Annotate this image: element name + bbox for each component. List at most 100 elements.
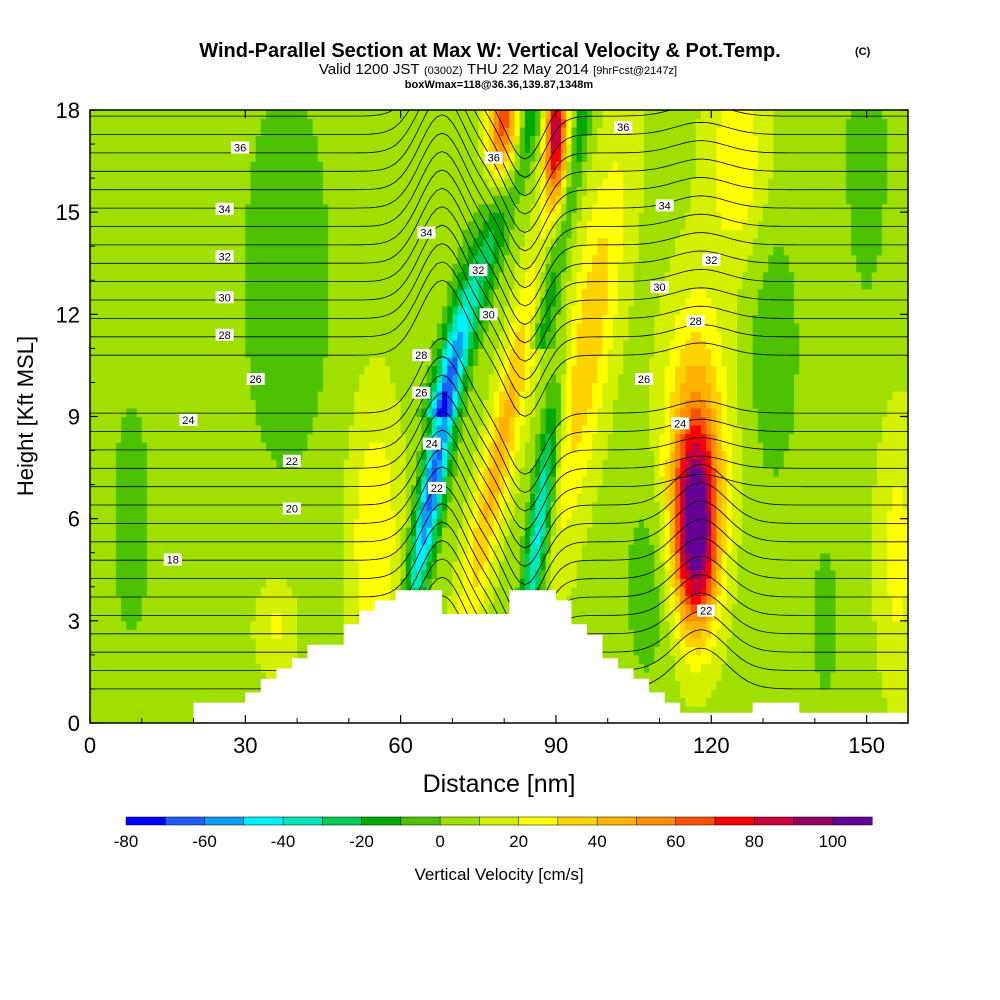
velocity-cell (255, 178, 262, 188)
velocity-cell (234, 152, 241, 162)
velocity-cell (405, 280, 412, 290)
velocity-cell (193, 237, 200, 247)
velocity-cell (121, 322, 127, 332)
velocity-cell (157, 612, 164, 622)
velocity-cell (219, 476, 226, 486)
velocity-cell (359, 586, 365, 596)
velocity-cell (359, 280, 365, 290)
velocity-cell (312, 288, 319, 298)
velocity-cell (333, 297, 340, 307)
velocity-cell (348, 356, 355, 367)
velocity-cell (276, 663, 283, 673)
velocity-cell (436, 416, 443, 426)
velocity-cell (245, 578, 252, 588)
velocity-cell (250, 561, 257, 571)
velocity-cell (348, 373, 355, 384)
velocity-cell (359, 356, 365, 367)
velocity-cell (416, 501, 422, 511)
velocity-cell (250, 186, 257, 196)
velocity-cell (322, 237, 329, 247)
velocity-cell (291, 195, 298, 205)
velocity-cell (379, 110, 386, 120)
velocity-cell (167, 561, 174, 571)
velocity-cell (322, 433, 329, 443)
velocity-cell (203, 425, 210, 435)
velocity-cell (178, 186, 184, 196)
velocity-cell (110, 450, 117, 460)
velocity-cell (431, 459, 438, 469)
velocity-cell (162, 297, 169, 307)
velocity-cell (338, 365, 345, 375)
velocity-cell (95, 382, 101, 392)
velocity-cell (250, 416, 257, 426)
velocity-cell (193, 220, 200, 230)
velocity-cell (141, 161, 148, 171)
velocity-cell (234, 433, 241, 443)
velocity-cell (157, 331, 164, 341)
velocity-cell (421, 178, 428, 188)
velocity-cell (183, 186, 189, 196)
velocity-cell (426, 476, 433, 486)
velocity-cell (95, 110, 101, 120)
velocity-cell (95, 450, 101, 460)
velocity-cell (229, 356, 236, 367)
velocity-cell (271, 544, 277, 554)
velocity-cell (260, 510, 267, 520)
velocity-cell (178, 229, 184, 239)
velocity-cell (312, 620, 319, 630)
velocity-cell (379, 373, 386, 384)
velocity-cell (266, 484, 272, 494)
velocity-cell (198, 586, 205, 596)
velocity-cell (442, 493, 448, 503)
velocity-cell (364, 586, 371, 596)
velocity-cell (416, 527, 422, 537)
velocity-cell (209, 552, 215, 562)
velocity-cell (224, 484, 231, 494)
velocity-cell (224, 637, 231, 647)
velocity-cell (105, 714, 112, 723)
velocity-cell (447, 561, 454, 571)
velocity-cell (131, 356, 138, 367)
velocity-cell (442, 365, 448, 375)
velocity-cell (260, 280, 267, 290)
velocity-cell (115, 322, 122, 332)
velocity-cell (183, 382, 189, 392)
velocity-cell (379, 144, 386, 154)
velocity-cell (416, 169, 422, 179)
velocity-cell (146, 433, 153, 443)
velocity-cell (229, 280, 236, 290)
velocity-cell (302, 493, 309, 503)
velocity-cell (322, 169, 329, 179)
velocity-cell (255, 280, 262, 290)
velocity-cell (234, 135, 241, 145)
velocity-cell (234, 578, 241, 588)
velocity-cell (343, 561, 350, 571)
velocity-cell (121, 305, 127, 315)
velocity-cell (416, 331, 422, 341)
velocity-cell (126, 178, 133, 188)
velocity-cell (333, 118, 340, 128)
velocity-cell (178, 527, 184, 537)
velocity-cell (131, 288, 138, 298)
velocity-cell (338, 254, 345, 264)
velocity-cell (157, 493, 164, 503)
velocity-cell (172, 254, 179, 264)
velocity-cell (110, 595, 117, 605)
velocity-cell (250, 510, 257, 520)
velocity-cell (328, 425, 334, 435)
velocity-cell (379, 254, 386, 264)
velocity-cell (198, 595, 205, 605)
velocity-cell (426, 467, 433, 477)
velocity-cell (198, 646, 205, 656)
velocity-cell (219, 161, 226, 171)
velocity-cell (240, 322, 246, 332)
velocity-cell (297, 365, 303, 375)
velocity-cell (436, 578, 443, 588)
velocity-cell (172, 390, 179, 401)
velocity-cell (95, 390, 101, 401)
velocity-cell (95, 569, 101, 579)
velocity-cell (348, 603, 355, 613)
velocity-cell (110, 603, 117, 613)
velocity-cell (152, 220, 158, 230)
velocity-cell (400, 535, 407, 545)
